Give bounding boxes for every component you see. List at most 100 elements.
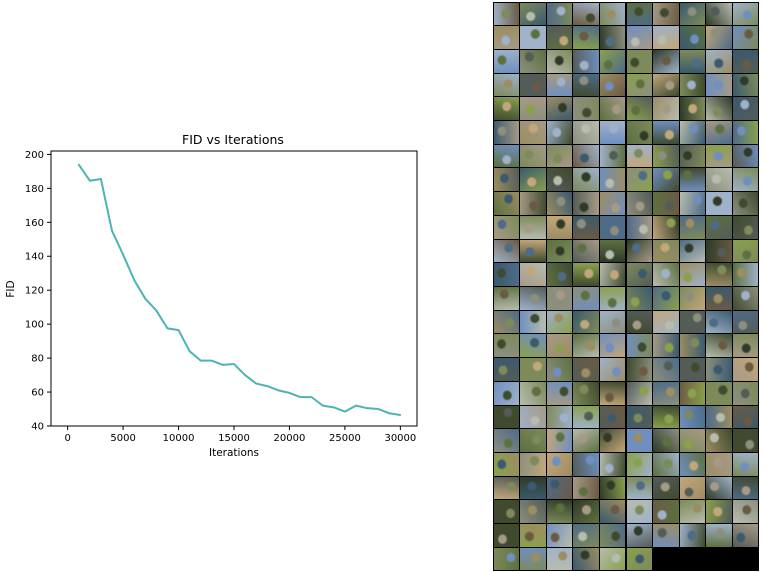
x-axis-label: Iterations [209, 447, 259, 459]
sample-thumbnail [626, 192, 653, 215]
sample-thumbnail [626, 49, 653, 73]
sample-thumbnail [732, 500, 759, 524]
sample-thumbnail [546, 192, 573, 215]
sample-thumbnail [626, 500, 653, 524]
sample-thumbnail [546, 452, 573, 476]
fid-data-point [222, 364, 224, 366]
sample-thumbnail [653, 144, 679, 168]
sample-thumbnail [493, 49, 520, 73]
fid-line-chart: FID vs Iterations 0 5000 10000 15000 20000 25… [5, 132, 418, 459]
sample-thumbnail [626, 547, 653, 571]
sample-thumbnail [546, 26, 573, 49]
sample-thumbnail [706, 239, 732, 263]
sample-thumbnail [599, 381, 626, 405]
sample-thumbnail [546, 49, 573, 73]
sample-thumbnail [493, 239, 520, 263]
sample-thumbnail [573, 310, 599, 334]
sample-thumbnail [599, 144, 626, 168]
y-tick-label: 200 [25, 150, 44, 161]
sample-thumbnail [732, 524, 759, 547]
sample-thumbnail [732, 144, 759, 168]
x-tick-label: 15000 [218, 433, 250, 444]
sample-thumbnail [520, 263, 546, 286]
sample-thumbnail [520, 358, 546, 381]
sample-thumbnail [653, 310, 679, 334]
sample-thumbnail [599, 121, 626, 144]
sample-thumbnail [679, 2, 706, 26]
sample-thumbnail [706, 26, 732, 49]
sample-thumbnail [732, 97, 759, 121]
y-tick-label: 160 [25, 218, 44, 229]
sample-thumbnail [573, 263, 599, 286]
sample-thumbnail [706, 334, 732, 358]
sample-thumbnail [626, 2, 653, 26]
sample-thumbnail [626, 381, 653, 405]
fid-data-point [377, 408, 379, 410]
sample-thumbnail [706, 452, 732, 476]
fid-data-point [321, 404, 324, 407]
sample-thumbnail [493, 192, 520, 215]
fid-data-point [111, 229, 113, 232]
sample-thumbnail [706, 429, 732, 452]
sample-thumbnail [626, 215, 653, 239]
sample-thumbnail [599, 263, 626, 286]
sample-thumbnail [493, 168, 520, 192]
sample-thumbnail [653, 239, 679, 263]
sample-thumbnail [679, 263, 706, 286]
sample-thumbnail [599, 310, 626, 334]
sample-thumbnail [653, 358, 679, 381]
y-tick-label: 40 [31, 422, 44, 433]
sample-thumbnail [732, 287, 759, 310]
sample-thumbnail [573, 215, 599, 239]
sample-thumbnail [732, 215, 759, 239]
sample-thumbnail [706, 49, 732, 73]
sample-thumbnail [573, 405, 599, 429]
sample-thumbnail [732, 73, 759, 97]
sample-thumbnail [520, 524, 546, 547]
y-tick-label: 120 [25, 286, 44, 297]
x-axis-ticks: 0 5000 10000 15000 20000 25000 30000 [64, 426, 416, 444]
fid-data-point [94, 179, 97, 181]
sample-thumbnail [732, 192, 759, 215]
sample-thumbnail [573, 287, 599, 310]
sample-thumbnail [599, 49, 626, 73]
fid-data-point [199, 359, 202, 362]
sample-thumbnail [679, 26, 706, 49]
sample-thumbnail [520, 26, 546, 49]
fid-data-point [188, 350, 191, 353]
sample-thumbnail [653, 26, 679, 49]
sample-thumbnail [546, 429, 573, 452]
fid-data-point [166, 327, 169, 330]
fid-data-point [244, 374, 246, 376]
fid-data-point [288, 392, 291, 394]
fid-data-point [310, 396, 313, 398]
fid-data-point [89, 179, 91, 182]
sample-thumbnail [706, 97, 732, 121]
sample-thumbnail [573, 239, 599, 263]
y-tick-label: 140 [25, 252, 44, 263]
sample-thumbnail [626, 476, 653, 500]
sample-thumbnail [520, 452, 546, 476]
sample-thumbnail [546, 500, 573, 524]
fid-data-point [266, 385, 269, 387]
sample-thumbnail [520, 97, 546, 121]
fid-data-point [144, 297, 147, 300]
sample-thumbnail [493, 2, 520, 26]
sample-thumbnail [520, 476, 546, 500]
sample-thumbnail [679, 144, 706, 168]
sample-thumbnail [653, 263, 679, 286]
fid-data-point [122, 253, 124, 256]
sample-thumbnail [653, 215, 679, 239]
fid-data-point [299, 396, 302, 398]
sample-thumbnail [546, 2, 573, 26]
sample-thumbnail [599, 239, 626, 263]
sample-thumbnail [653, 73, 679, 97]
sample-thumbnail [493, 547, 520, 571]
sample-thumbnail [573, 358, 599, 381]
sample-thumbnail [679, 192, 706, 215]
fid-data-point [355, 404, 357, 407]
sample-thumbnail [626, 287, 653, 310]
sample-thumbnail [679, 239, 706, 263]
sample-thumbnail [653, 49, 679, 73]
sample-thumbnail [599, 452, 626, 476]
